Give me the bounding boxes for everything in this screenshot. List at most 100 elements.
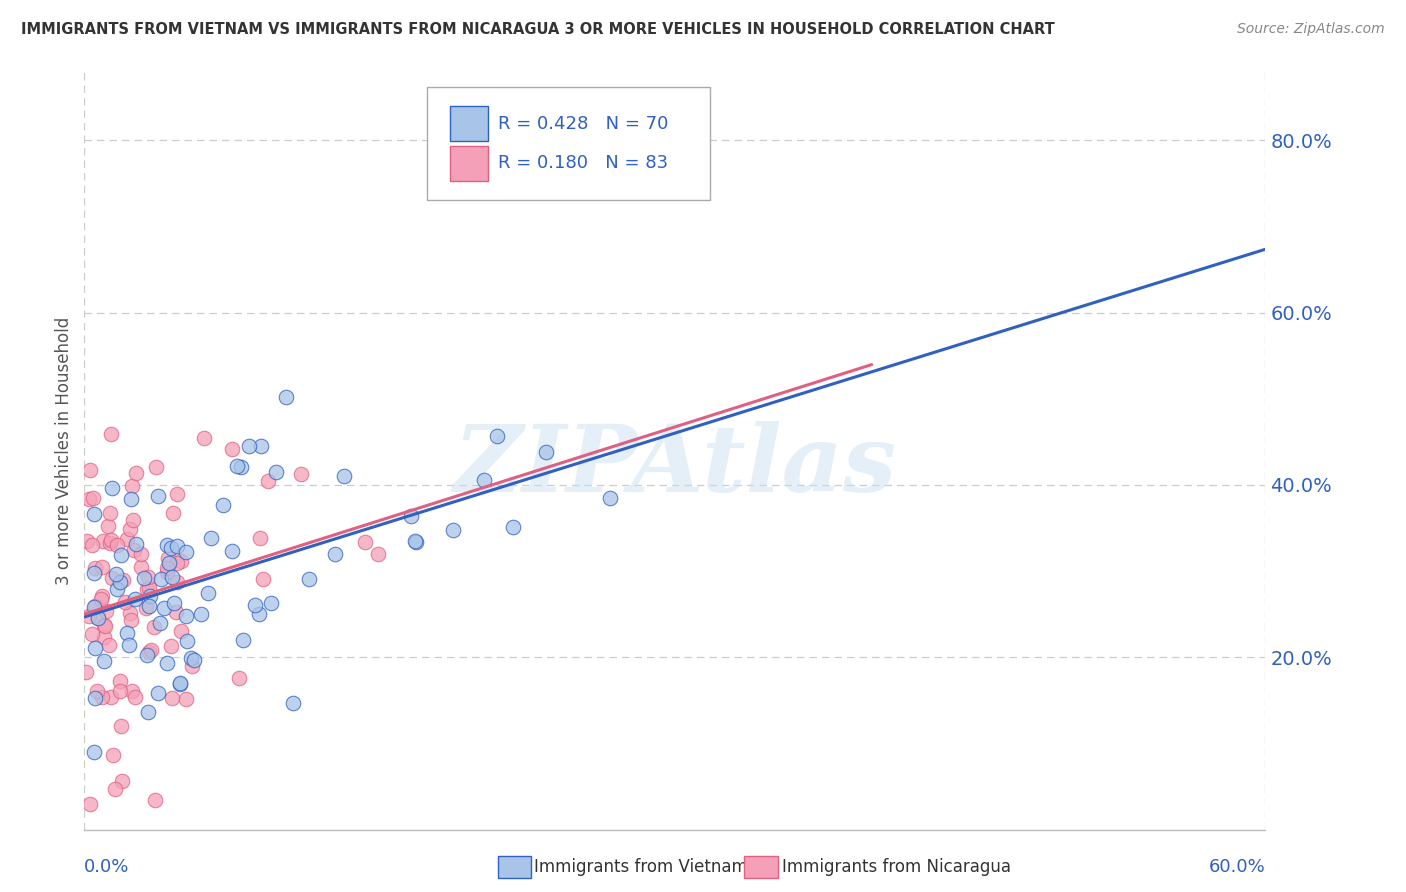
Point [229, 459, 252, 474]
Point [190, 607, 212, 622]
Point [90, 589, 112, 603]
Point [534, 445, 557, 459]
Point [82, 491, 104, 505]
Point [138, 599, 160, 613]
Point [156, 656, 179, 670]
Point [353, 534, 375, 549]
Point [160, 691, 183, 706]
Point [124, 690, 146, 705]
Point [169, 675, 191, 690]
Text: ZIPAtlas: ZIPAtlas [453, 421, 897, 510]
Point [249, 532, 271, 546]
Point [298, 572, 321, 586]
Point [149, 615, 172, 630]
Point [83, 566, 105, 581]
Point [93, 654, 115, 668]
Point [405, 535, 427, 549]
FancyBboxPatch shape [450, 145, 488, 180]
Point [139, 589, 162, 603]
Point [104, 566, 127, 581]
Point [87, 611, 110, 625]
Point [125, 537, 148, 551]
Point [120, 613, 142, 627]
Point [98, 507, 121, 521]
Point [160, 541, 183, 556]
Point [143, 793, 166, 807]
Point [83, 507, 105, 521]
Point [79, 609, 101, 624]
Point [136, 648, 159, 662]
Point [166, 539, 188, 553]
Point [76, 534, 98, 549]
Point [104, 782, 127, 797]
Point [221, 544, 243, 558]
Point [136, 570, 159, 584]
Point [225, 458, 247, 473]
Text: 0.0%: 0.0% [84, 858, 129, 876]
Point [117, 626, 139, 640]
Point [257, 474, 280, 488]
Point [502, 520, 524, 534]
Point [166, 487, 188, 501]
Point [176, 545, 198, 559]
Point [91, 560, 114, 574]
Point [472, 473, 495, 487]
Point [323, 547, 346, 561]
Point [101, 482, 124, 496]
Point [93, 617, 115, 632]
Point [77, 491, 100, 506]
Point [115, 532, 138, 546]
Y-axis label: 3 or more Vehicles in Household: 3 or more Vehicles in Household [55, 317, 73, 584]
Point [333, 469, 356, 483]
Point [101, 748, 124, 763]
Point [100, 690, 122, 704]
Text: Source: ZipAtlas.com: Source: ZipAtlas.com [1237, 22, 1385, 37]
Point [121, 683, 143, 698]
Point [120, 606, 142, 620]
Point [93, 630, 115, 644]
Point [108, 683, 131, 698]
Text: R = 0.428   N = 70: R = 0.428 N = 70 [498, 115, 668, 133]
Point [100, 533, 122, 547]
Point [124, 591, 146, 606]
Point [94, 619, 117, 633]
Point [142, 620, 165, 634]
Point [149, 572, 172, 586]
FancyBboxPatch shape [450, 106, 488, 141]
Point [129, 547, 152, 561]
Point [281, 697, 304, 711]
Point [148, 686, 170, 700]
Point [79, 797, 101, 811]
Point [111, 573, 134, 587]
Point [83, 600, 105, 615]
Point [165, 605, 187, 619]
Point [163, 596, 186, 610]
Point [110, 719, 132, 733]
Point [98, 536, 121, 550]
Point [399, 509, 422, 524]
Point [138, 581, 160, 595]
Text: Immigrants from Nicaragua: Immigrants from Nicaragua [782, 858, 1011, 876]
Point [169, 676, 191, 690]
FancyBboxPatch shape [427, 87, 710, 201]
Point [86, 611, 108, 625]
Text: R = 0.180   N = 83: R = 0.180 N = 83 [498, 154, 668, 172]
Point [180, 651, 202, 665]
Point [97, 519, 120, 533]
Point [166, 575, 188, 590]
Point [96, 604, 118, 618]
Point [176, 608, 198, 623]
Point [98, 638, 121, 652]
Point [232, 632, 254, 647]
Point [290, 467, 312, 482]
Point [90, 591, 112, 606]
Point [105, 538, 128, 552]
Point [264, 465, 287, 479]
Point [243, 599, 266, 613]
Point [84, 599, 107, 613]
Point [100, 571, 122, 585]
Point [174, 692, 197, 706]
Point [134, 571, 156, 585]
Text: 60.0%: 60.0% [1209, 858, 1265, 876]
Point [170, 554, 193, 568]
